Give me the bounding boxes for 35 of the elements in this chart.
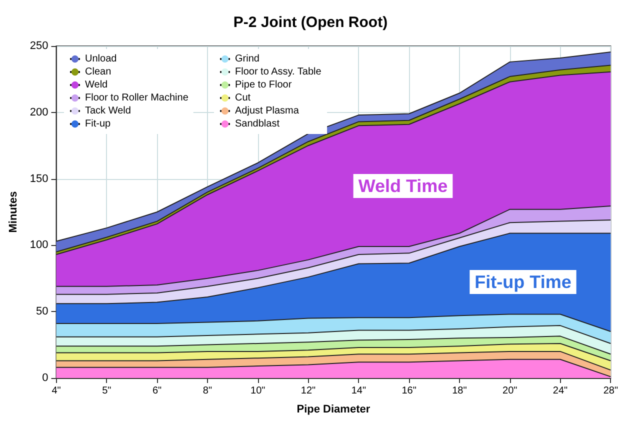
legend-label: Pipe to Floor [235, 80, 292, 90]
x-tick-label: 4" [52, 386, 62, 396]
chart-title: P-2 Joint (Open Root) [233, 14, 388, 31]
legend-label: Adjust Plasma [235, 106, 300, 116]
y-tick-label: 100 [30, 239, 48, 252]
x-tick-label: 20" [502, 386, 518, 396]
y-axis-title: Minutes [8, 191, 20, 233]
x-tick-label: 10" [250, 386, 266, 396]
annotation: Fit-up Time [474, 272, 572, 292]
x-tick-label: 6" [152, 386, 162, 396]
legend-label: Weld [85, 80, 108, 90]
legend-label: Clean [85, 66, 112, 78]
x-tick-label: 14" [351, 386, 366, 396]
x-tick-label: 8" [202, 386, 212, 396]
legend-label: Grind [235, 54, 260, 64]
legend-label: Sandblast [235, 118, 280, 130]
legend-label: Tack Weld [85, 106, 131, 116]
y-tick-label: 150 [30, 172, 48, 185]
y-tick-label: 0 [42, 372, 48, 384]
y-tick-label: 200 [30, 106, 48, 118]
x-axis-title: Pipe Diameter [296, 404, 371, 416]
legend-label: Fit-up [85, 118, 111, 130]
x-tick-label: 16" [402, 386, 417, 396]
y-tick-label: 250 [30, 40, 48, 52]
x-tick-label: 18" [452, 386, 468, 396]
legend-label: Unload [85, 54, 117, 64]
legend-label: Floor to Roller Machine [85, 92, 189, 104]
x-tick-label: 12" [300, 386, 316, 396]
x-tick-label: 5" [102, 386, 112, 396]
annotation: Weld Time [358, 176, 448, 196]
legend-label: Cut [235, 92, 251, 104]
y-tick-label: 50 [36, 306, 48, 318]
x-tick-label: 28" [603, 386, 618, 396]
legend-label: Floor to Assy. Table [235, 66, 322, 78]
x-tick-label: 24" [552, 386, 568, 396]
